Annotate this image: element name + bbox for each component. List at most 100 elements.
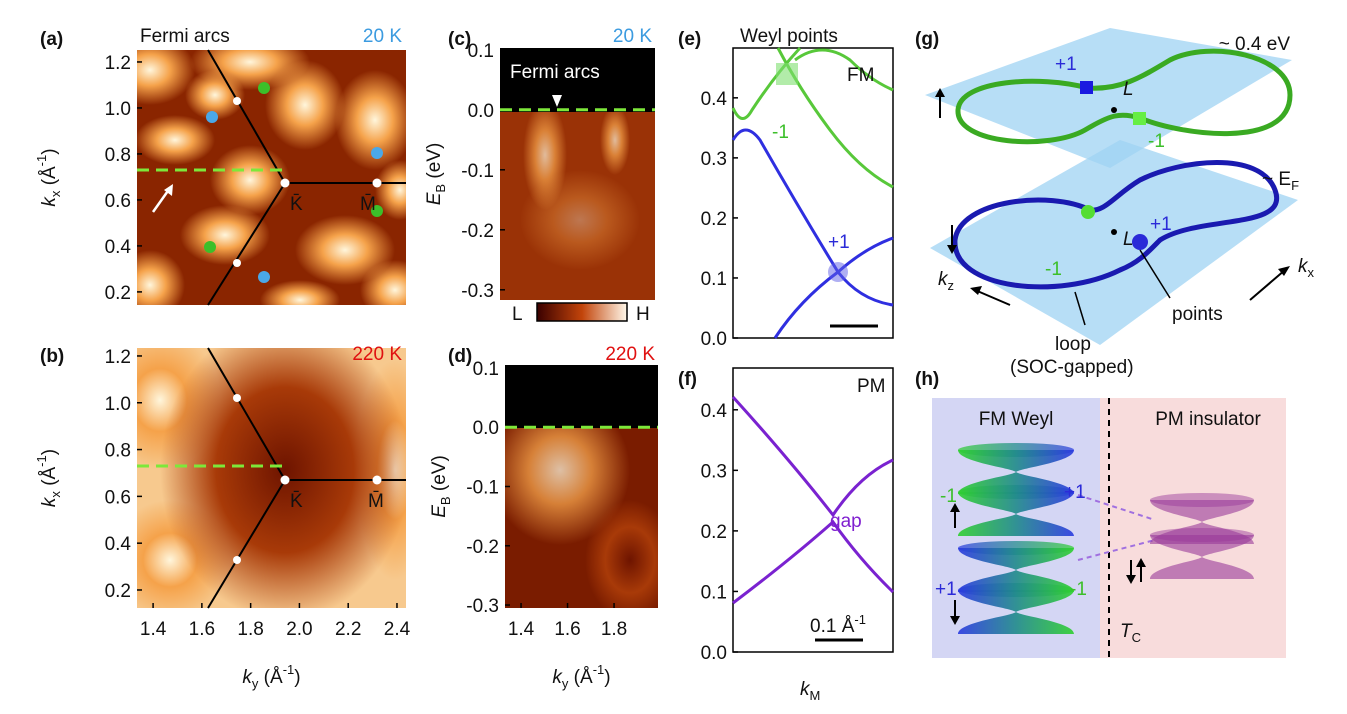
axis-label-part: (eV) (429, 455, 450, 496)
points-b (233, 394, 382, 564)
y-tick-label: 0.2 (105, 283, 131, 304)
y-tick-label: -0.1 (461, 161, 494, 182)
axis-label-part: ) (294, 667, 300, 688)
axis-label-part: -1 (283, 662, 295, 677)
axis-label-part: ) (39, 449, 60, 455)
y-tick-label: 1.2 (105, 347, 131, 368)
scale-bar-label: 0.1 Å-1 (810, 612, 866, 637)
x-tick-label: 2.0 (286, 619, 312, 640)
cone (958, 548, 1074, 592)
y-tick-label: 0.8 (105, 145, 131, 166)
axis-label-part: k (552, 667, 563, 688)
y-tick-label: 0.2 (105, 581, 131, 602)
axis-label: kx (Å-1) (34, 148, 63, 206)
cone-top (958, 583, 1074, 597)
axis-label: ky (Å-1) (242, 662, 300, 691)
energy: ~ EF (1262, 169, 1299, 193)
colorbar (536, 302, 628, 322)
cone (958, 492, 1074, 536)
bands-f (731, 395, 895, 642)
charge: +1 (1064, 482, 1086, 503)
point-label: M̄ (360, 194, 376, 215)
frame-f (732, 367, 894, 653)
cone-top (958, 443, 1074, 457)
panel-labels: (a) (b) (c) (d) (e) (f) (g) (h) (40, 29, 939, 390)
energy: ~ 0.4 eV (1219, 34, 1291, 55)
y-tick-label: 0.3 (701, 461, 727, 482)
charge: +1 (935, 579, 957, 600)
y-tick-label: 0.4 (701, 401, 728, 422)
axis-label-part: x (48, 190, 63, 197)
axis-label-part: (eV) (424, 143, 445, 184)
y-tick-label: 0.4 (701, 89, 728, 110)
bands-e (731, 46, 894, 339)
y-tick-label: 1.0 (105, 394, 131, 415)
x-tick-label: 1.8 (601, 619, 627, 640)
axis-label: kx (Å-1) (34, 449, 63, 507)
y-tick-label: 0.1 (701, 269, 727, 290)
cone (958, 450, 1074, 494)
point-label: K̄ (290, 491, 303, 512)
y-tick-label: -0.2 (461, 221, 494, 242)
axis-label-part: k (242, 667, 253, 688)
frame-e (732, 47, 894, 339)
temperature: 20 K (363, 26, 402, 47)
x-tick-label: 2.2 (335, 619, 361, 640)
axis-label-part: B (438, 496, 453, 505)
annotation: points (1172, 304, 1223, 325)
heatmap-a (137, 50, 406, 305)
heatmap-b (137, 348, 406, 608)
scale-bar-text: 0.1 Å (810, 616, 855, 637)
cone-top (958, 541, 1074, 555)
panel-label: (f) (678, 369, 697, 390)
heatmap-d (505, 365, 658, 608)
y-tick-label: -0.3 (461, 281, 494, 302)
axis-label-part: x (48, 491, 63, 498)
diagram-g (925, 28, 1298, 345)
axis-label-part: (Å (39, 166, 60, 191)
axis-label-part: ) (604, 667, 610, 688)
transition-label: TC (1120, 621, 1141, 645)
annotation: gap (830, 511, 862, 532)
y-tick-label: 0.3 (701, 149, 727, 170)
axis-label-part: y (252, 676, 259, 691)
x-tick-label: 1.8 (237, 619, 263, 640)
charge: +1 (1055, 54, 1077, 75)
temperature: 20 K (613, 26, 652, 47)
title: FM Weyl (979, 409, 1054, 430)
axis-label-part: (Å (568, 667, 593, 688)
cone-top (958, 485, 1074, 499)
panel-label: (c) (448, 29, 471, 50)
cone-top (1150, 528, 1254, 542)
title: Fermi arcs (140, 26, 230, 47)
axis-label-part: y (562, 676, 569, 691)
scale-bar-exp: -1 (854, 612, 866, 627)
sub: z (948, 278, 955, 293)
cone (1150, 535, 1254, 579)
phase: PM (857, 376, 886, 397)
sym: k (1298, 256, 1309, 277)
annotation: Fermi arcs (510, 62, 600, 83)
y-tick-label: 0.1 (473, 359, 499, 380)
title: PM insulator (1155, 409, 1261, 430)
sym: k (938, 269, 949, 290)
axis-label-part: -1 (593, 662, 605, 677)
cone-top (1150, 493, 1254, 507)
y-tick-label: 0.2 (701, 522, 727, 543)
y-tick-label: 0.0 (473, 418, 499, 439)
phase: FM (847, 65, 874, 86)
x-axis-label: kM (800, 679, 820, 703)
colorbar-label: L (512, 304, 523, 325)
panel-label: (g) (915, 29, 939, 50)
y-tick-label: 0.6 (105, 191, 131, 212)
axis-label-part: k (39, 496, 60, 507)
sub: M (810, 688, 821, 703)
y-tick-label: 0.4 (105, 237, 132, 258)
y-tick-label: 0.1 (468, 41, 494, 62)
y-tick-label: 1.2 (105, 53, 131, 74)
y-tick-label: 0.0 (468, 101, 494, 122)
sub: x (1308, 265, 1315, 280)
sym: T (1120, 621, 1133, 642)
charge: +1 (828, 232, 850, 253)
